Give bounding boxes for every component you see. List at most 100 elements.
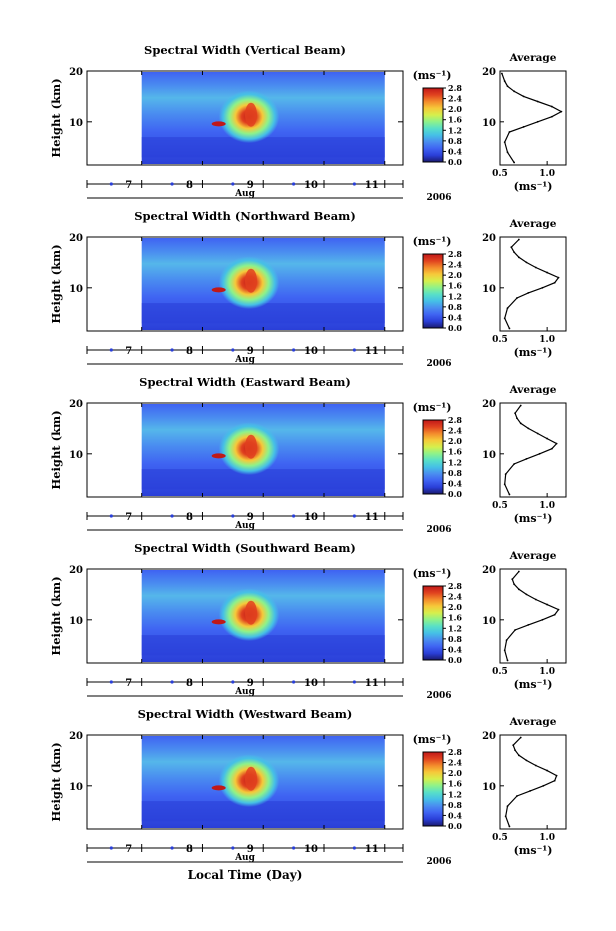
year-label: 2006 (426, 359, 451, 369)
colorbar-tick-label: 0.8 (448, 800, 462, 810)
time-marker (292, 514, 296, 518)
colorbar-tick-label: 2.8 (448, 581, 462, 591)
colorbar-tick-label: 0.4 (448, 478, 462, 488)
profile-point (534, 266, 537, 269)
colorbar-tick-label: 1.6 (448, 115, 462, 125)
profile-x-tick-label: 0.5 (492, 667, 508, 677)
colorbar (422, 253, 444, 329)
profile-point (517, 256, 520, 259)
profile-point (534, 598, 537, 601)
colorbar-tick-label: 2.4 (448, 758, 462, 768)
x-tick-label: 11 (365, 512, 379, 523)
profile-title: Average (509, 384, 557, 396)
x-tick-label: 10 (304, 844, 318, 855)
profile-x-tick-label: 0.5 (492, 335, 508, 345)
profile-y-tick-label: 10 (482, 118, 496, 129)
colorbar-tick-label: 0.4 (448, 312, 462, 322)
y-tick-label: 10 (69, 616, 83, 627)
profile-frame (499, 734, 567, 830)
heatmap-secondary-peak (211, 785, 226, 791)
time-marker (231, 846, 235, 850)
profile-point (527, 291, 530, 294)
colorbar-tick-label: 1.2 (448, 457, 462, 467)
colorbar (422, 751, 444, 827)
colorbar-tick-label: 2.0 (448, 602, 462, 612)
x-tick-label: 8 (186, 512, 193, 523)
profile-x-tick-label: 0.5 (492, 833, 508, 843)
profile-point (503, 141, 506, 144)
colorbar-tick-label: 0.0 (448, 489, 462, 499)
x-tick-label: 10 (304, 512, 318, 523)
profile-point (541, 618, 544, 621)
colorbar-tick-label: 0.8 (448, 136, 462, 146)
profile-point (557, 276, 560, 279)
x-tick-label: 8 (186, 844, 193, 855)
x-tick-label: 11 (365, 678, 379, 689)
colorbar (422, 87, 444, 163)
time-marker (352, 182, 356, 186)
profile-point (522, 125, 525, 128)
y-tick-label: 20 (69, 67, 83, 78)
profile-title: Average (509, 218, 557, 230)
y-axis-title: Height (km) (49, 410, 63, 489)
profile-x-tick-label: 1.0 (539, 833, 555, 843)
profile-title: Average (509, 716, 557, 728)
profile-line (504, 239, 560, 329)
time-marker (109, 846, 113, 850)
profile-x-tick-label: 1.0 (539, 335, 555, 345)
x-tick-label: 8 (186, 346, 193, 357)
heatmap-low-layer (141, 801, 385, 822)
profile-point (513, 161, 516, 164)
heatmap-low-layer (141, 635, 385, 656)
profile-point (506, 151, 509, 154)
profile-point (503, 317, 506, 320)
profile-y-tick-label: 20 (482, 67, 496, 78)
profile-point (508, 825, 511, 828)
profile-point (503, 483, 506, 486)
profile-point (553, 613, 556, 616)
y-tick-label: 20 (69, 565, 83, 576)
profile-point (506, 805, 509, 808)
colorbar-tick-label: 2.0 (448, 104, 462, 114)
y-axis-title: Height (km) (49, 78, 63, 157)
colorbar-tick-label: 0.4 (448, 644, 462, 654)
y-axis-title: Height (km) (49, 244, 63, 323)
profile-point (511, 578, 514, 581)
plot-frame (86, 734, 404, 830)
panel-title: Spectral Width (Southward Beam) (134, 541, 356, 555)
profile-frame (499, 236, 567, 332)
profile-point (508, 131, 511, 133)
profile-y-tick-label: 20 (482, 565, 496, 576)
panel-5: Spectral Width (Westward Beam) Height (km… (49, 707, 567, 867)
profile-point (519, 736, 522, 739)
profile-point (505, 639, 508, 642)
x-tick-label: 10 (304, 678, 318, 689)
panel-title: Spectral Width (Vertical Beam) (144, 43, 346, 57)
year-label: 2006 (426, 193, 451, 203)
profile-point (550, 447, 553, 450)
colorbar-unit: (ms⁻¹) (413, 235, 452, 248)
x-tick-label: 10 (304, 180, 318, 191)
colorbar-tick-label: 2.8 (448, 249, 462, 259)
time-marker (292, 348, 296, 352)
profile-point (508, 327, 511, 330)
profile-point (506, 307, 509, 310)
profile-point (503, 80, 506, 83)
profile-x-title: (ms⁻¹) (514, 678, 553, 691)
colorbar-tick-label: 1.2 (448, 789, 462, 799)
profile-point (519, 404, 522, 407)
x-tick-label: 8 (186, 678, 193, 689)
profile-point (546, 271, 549, 274)
profile-point (516, 417, 518, 420)
profile-y-tick-label: 10 (482, 616, 496, 627)
heatmap-secondary-peak (211, 121, 226, 127)
colorbar-tick-label: 1.2 (448, 623, 462, 633)
profile-point (513, 463, 516, 465)
panel-1: Spectral Width (Vertical Beam) Height (km… (49, 43, 567, 203)
profile-x-tick-label: 1.0 (539, 667, 555, 677)
x-tick-label: 9 (247, 844, 254, 855)
profile-point (553, 779, 556, 782)
profile-point (560, 110, 563, 113)
y-tick-label: 20 (69, 731, 83, 742)
heatmap-secondary-peak (211, 287, 226, 293)
